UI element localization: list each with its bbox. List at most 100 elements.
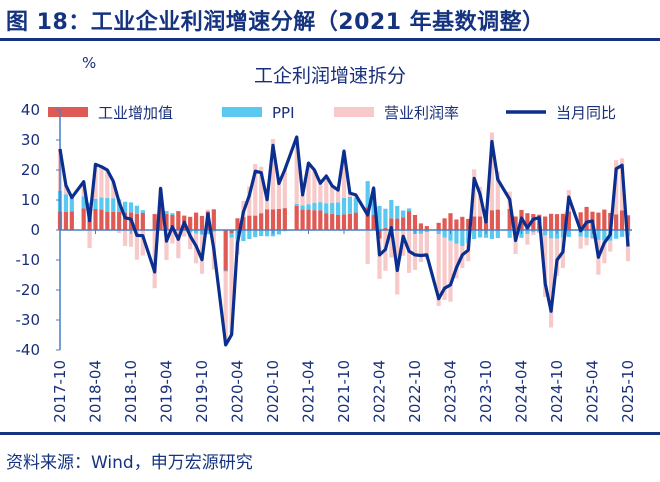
bar-ppi [264, 230, 270, 237]
bar-ppi [347, 197, 353, 214]
bar-va [259, 213, 264, 230]
figure-title: 图 18：工业企业利润增速分解（2021 年基数调整） [6, 10, 545, 35]
legend-swatch-ppi [222, 107, 262, 117]
bar-ppi [548, 230, 554, 239]
bar-margin [93, 164, 98, 199]
bar-ppi [223, 270, 228, 272]
bar-margin [63, 185, 69, 195]
bar-margin [590, 238, 595, 240]
bar-va [81, 208, 86, 230]
y-tick-label: 40 [21, 101, 40, 119]
bar-ppi [566, 230, 571, 237]
bar-va [560, 213, 566, 230]
bar-va [69, 211, 74, 230]
bar-margin [223, 271, 228, 345]
bar-margin [377, 238, 382, 279]
bar-margin [418, 233, 424, 263]
bar-va [117, 211, 122, 230]
bar-margin [531, 232, 536, 236]
bar-margin [111, 181, 116, 199]
bar-margin [347, 193, 353, 197]
bar-margin [513, 238, 518, 254]
bar-va [341, 214, 347, 230]
bar-ppi [229, 233, 234, 238]
bar-margin [264, 193, 270, 210]
bar-va [489, 210, 495, 230]
y-unit-label: % [82, 54, 96, 72]
y-tick-label: -30 [16, 311, 41, 329]
bar-margin [182, 230, 187, 237]
bar-ppi [614, 230, 619, 239]
bar-margin [318, 183, 323, 203]
bar-va [229, 230, 234, 234]
bar-ppi [81, 196, 86, 209]
bar-va [241, 216, 246, 230]
bar-va [543, 216, 548, 230]
bar-ppi [93, 198, 98, 209]
bar-va [472, 216, 477, 230]
bar-va [418, 223, 424, 230]
bar-ppi [335, 202, 341, 215]
bar-ppi [578, 230, 583, 237]
bar-va [335, 215, 341, 230]
bar-va [324, 213, 329, 230]
bar-ppi [477, 230, 483, 238]
bar-va [152, 214, 157, 230]
bar-margin [176, 230, 181, 259]
bar-ppi [454, 230, 459, 244]
bar-va [614, 214, 619, 230]
bar-margin [608, 240, 613, 252]
bar-margin [519, 237, 524, 239]
bar-va [211, 209, 216, 230]
bar-va [578, 212, 583, 230]
bar-va [424, 226, 429, 230]
bar-ppi [294, 203, 299, 206]
bar-va [460, 216, 465, 230]
bar-margin [489, 132, 495, 211]
bar-va [442, 218, 447, 230]
x-tick-label: 2022-04 [371, 360, 389, 423]
x-tick-label: 2021-04 [300, 360, 318, 423]
bar-margin [466, 243, 471, 262]
bar-margin [253, 164, 258, 216]
bar-va [353, 212, 358, 230]
bar-va [466, 218, 471, 230]
x-tick-label: 2022-10 [406, 360, 424, 423]
y-tick-label: 10 [21, 191, 40, 209]
y-tick-label: -40 [16, 341, 41, 359]
bar-ppi [365, 181, 370, 208]
bar-va [383, 227, 388, 230]
bar-margin [389, 230, 394, 258]
x-tick-label: 2025-04 [584, 360, 602, 423]
bar-va [406, 211, 412, 230]
bar-margin [99, 166, 104, 198]
bar-margin [335, 190, 341, 203]
bar-va [122, 212, 128, 230]
bar-margin [330, 185, 335, 203]
bar-margin [122, 230, 128, 246]
bar-va [253, 215, 258, 230]
bar-ppi [377, 206, 382, 230]
x-tick-label: 2018-10 [122, 360, 140, 423]
bar-ppi [472, 230, 477, 239]
bar-ppi [560, 230, 566, 238]
bar-va [596, 212, 601, 230]
bar-ppi [401, 210, 406, 218]
bar-va [105, 212, 110, 230]
bar-margin [229, 237, 234, 335]
footer-rule [0, 432, 660, 435]
bar-margin [247, 186, 252, 216]
bar-margin [412, 233, 418, 270]
bar-margin [117, 230, 122, 233]
legend-label-margin: 营业利润率 [384, 104, 459, 122]
bar-va [223, 230, 228, 271]
bar-ppi [306, 204, 311, 210]
bar-va [436, 222, 441, 230]
bar-va [93, 209, 98, 230]
bar-margin [584, 237, 589, 246]
bar-ppi [193, 230, 199, 234]
bar-margin [525, 234, 530, 245]
bar-va [347, 213, 353, 230]
x-tick-label: 2019-04 [158, 360, 176, 423]
x-tick-label: 2024-10 [548, 360, 566, 423]
